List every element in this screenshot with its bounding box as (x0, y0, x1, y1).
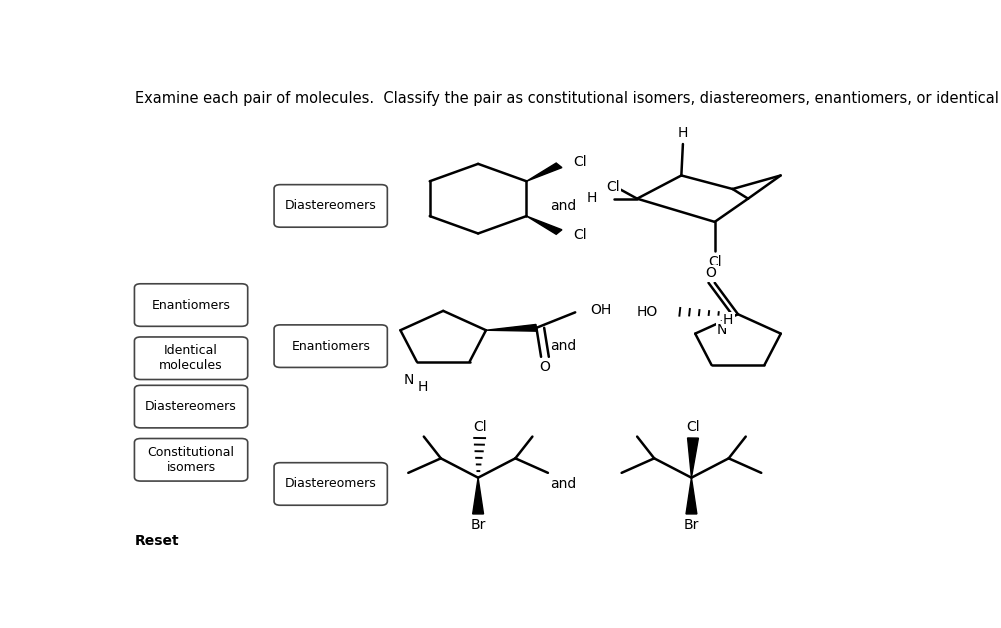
Polygon shape (688, 438, 699, 478)
Text: Examine each pair of molecules.  Classify the pair as constitutional isomers, di: Examine each pair of molecules. Classify… (135, 91, 1001, 106)
Text: Diastereomers: Diastereomers (145, 400, 237, 413)
Text: Enantiomers: Enantiomers (291, 340, 370, 353)
FancyBboxPatch shape (274, 463, 387, 506)
Text: Cl: Cl (607, 180, 620, 193)
Text: and: and (551, 199, 577, 213)
FancyBboxPatch shape (134, 438, 247, 481)
Text: N: N (403, 373, 414, 387)
Text: Br: Br (470, 517, 485, 531)
Text: Diastereomers: Diastereomers (285, 477, 376, 490)
Text: Cl: Cl (686, 420, 700, 435)
Polygon shape (527, 216, 562, 234)
Text: Cl: Cl (708, 254, 722, 269)
Text: H: H (678, 126, 688, 141)
Text: Cl: Cl (472, 420, 486, 435)
Text: N: N (717, 323, 728, 337)
Text: Identical
molecules: Identical molecules (159, 344, 223, 372)
Text: H: H (723, 313, 734, 327)
Text: H: H (417, 380, 428, 394)
Text: Enantiomers: Enantiomers (151, 298, 230, 311)
Text: O: O (540, 359, 551, 374)
FancyBboxPatch shape (134, 337, 247, 379)
Text: Diastereomers: Diastereomers (285, 200, 376, 212)
Polygon shape (472, 478, 483, 514)
Text: Reset: Reset (135, 534, 180, 548)
Text: Constitutional
isomers: Constitutional isomers (147, 446, 234, 474)
Text: OH: OH (591, 303, 612, 317)
Text: HO: HO (637, 305, 658, 319)
Polygon shape (686, 478, 697, 514)
Text: and: and (551, 477, 577, 491)
FancyBboxPatch shape (134, 386, 247, 428)
Text: H: H (587, 191, 597, 205)
Text: Cl: Cl (573, 155, 587, 170)
Text: Br: Br (684, 517, 699, 531)
FancyBboxPatch shape (274, 185, 387, 227)
Polygon shape (527, 163, 562, 181)
Text: Cl: Cl (573, 228, 587, 242)
FancyBboxPatch shape (274, 325, 387, 367)
Text: O: O (706, 266, 717, 280)
Text: and: and (551, 339, 577, 353)
Polygon shape (485, 325, 537, 331)
FancyBboxPatch shape (134, 284, 247, 327)
